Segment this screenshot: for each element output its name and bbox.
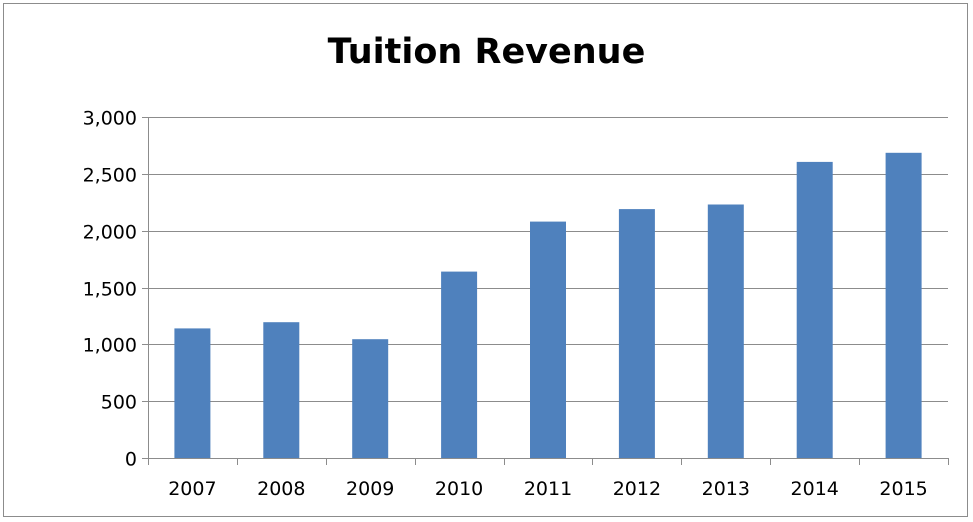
tick-labels: 0 500 1,000 1,500 2,000 2,500 3,000 2007 2008 200… <box>83 108 928 501</box>
x-tick-label: 2008 <box>257 478 305 500</box>
y-tick-label: 500 <box>101 392 137 414</box>
x-tick-label: 2015 <box>879 478 927 500</box>
x-tick-label: 2010 <box>435 478 483 500</box>
y-tick-label: 1,000 <box>83 335 137 357</box>
bar-2010 <box>441 271 478 458</box>
y-tick-label: 2,500 <box>83 165 137 187</box>
bar-2007 <box>174 328 211 458</box>
y-tick-label: 3,000 <box>83 108 137 130</box>
x-tick-label: 2011 <box>524 478 572 500</box>
x-tick-label: 2007 <box>168 478 216 500</box>
x-tick-label: 2009 <box>346 478 394 500</box>
y-tick-label: 2,000 <box>83 222 137 244</box>
bar-2015 <box>885 152 922 459</box>
bar-2014 <box>796 161 833 458</box>
bar-2008 <box>263 322 300 458</box>
y-tick-label: 0 <box>125 449 137 471</box>
x-tick-label: 2013 <box>702 478 750 500</box>
bars <box>174 152 922 459</box>
x-tick-label: 2012 <box>613 478 661 500</box>
bar-2009 <box>352 339 389 458</box>
y-tick-label: 1,500 <box>83 279 137 301</box>
bar-2011 <box>530 221 566 458</box>
chart-title: Tuition Revenue <box>327 32 646 72</box>
bar-2013 <box>707 204 744 458</box>
x-tick-label: 2014 <box>791 478 839 500</box>
axes <box>142 117 949 465</box>
bar-2012 <box>618 209 655 458</box>
